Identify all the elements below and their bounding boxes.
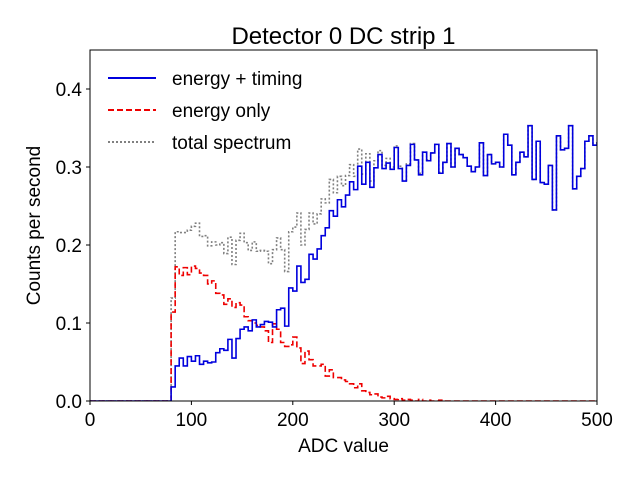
x-tick-label: 200	[277, 410, 309, 431]
plot-frame	[89, 49, 598, 402]
y-tick-label: 0.4	[56, 80, 83, 101]
series-total-spectrum-line	[90, 124, 597, 401]
x-tick-label: 0	[85, 410, 96, 431]
legend-label: energy only	[172, 101, 271, 122]
y-tick-label: 0.2	[56, 236, 82, 257]
x-tick-label: 500	[581, 410, 613, 431]
x-tick-label: 300	[378, 410, 410, 431]
legend: energy + timing energy only total spectrum	[108, 69, 302, 154]
y-tick-label: 0.3	[56, 158, 82, 179]
chart-title: Detector 0 DC strip 1	[231, 23, 455, 50]
y-axis-label: Counts per second	[24, 146, 45, 306]
legend-label: energy + timing	[172, 69, 302, 90]
y-tick-label: 0.1	[56, 314, 82, 335]
x-tick-label: 100	[176, 410, 208, 431]
legend-label: total spectrum	[172, 133, 291, 154]
series-energy-only-line	[90, 265, 597, 401]
y-tick-label: 0.0	[56, 392, 82, 413]
x-tick-label: 400	[480, 410, 512, 431]
x-axis-label: ADC value	[298, 436, 389, 457]
series-energy-timing-line	[90, 124, 597, 401]
